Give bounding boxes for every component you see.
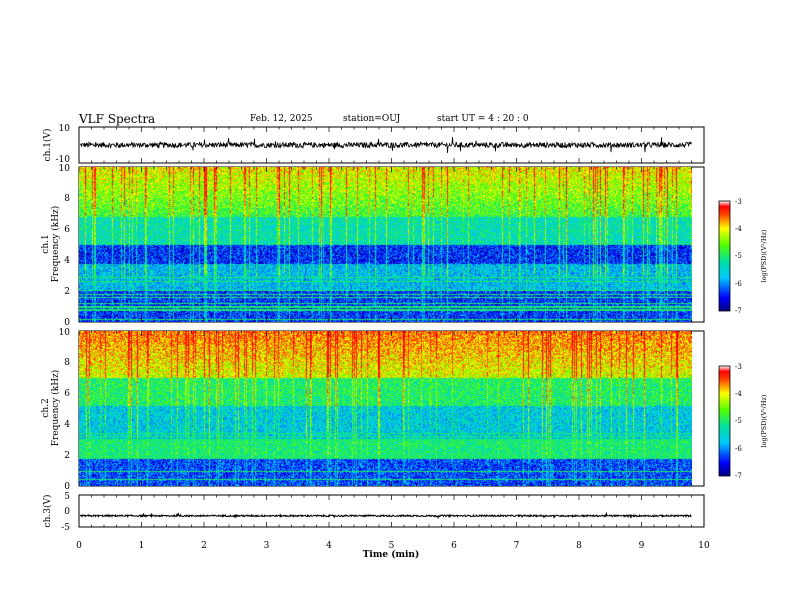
x-tick-label: 10 xyxy=(698,541,710,551)
ch2-colorbar-ticks: -3 -4 -5 -6 -7 xyxy=(735,363,742,480)
x-tick-label: 3 xyxy=(264,541,270,551)
ch2-freq-tick-2: 2 xyxy=(64,451,70,461)
ch1-spectrogram-panel: 0 2 4 6 8 10 ch.1 Frequency (kHz) -3 -4 … xyxy=(41,164,768,328)
ch2-spec-y-ticks: 0 2 4 6 8 10 xyxy=(59,328,71,492)
ch3-ytick-bottom: -5 xyxy=(61,523,70,533)
ch2-cb-tick-m6: -6 xyxy=(735,445,742,453)
ch1-cb-tick-m4: -4 xyxy=(735,225,742,233)
ch1-freq-tick-2: 2 xyxy=(64,287,70,297)
ch1-ytick-bottom: -10 xyxy=(56,155,71,165)
ch3-x-ticks xyxy=(78,495,705,527)
ch1-cb-tick-m5: -5 xyxy=(735,252,742,260)
ch2-cb-tick-m4: -4 xyxy=(735,390,742,398)
ch2-freq-tick-0: 0 xyxy=(64,482,70,492)
date-label: Feb. 12, 2025 xyxy=(250,114,313,124)
ch2-colorbar xyxy=(718,365,731,477)
x-tick-label: 5 xyxy=(389,541,395,551)
ch3-ylabel: ch.3(V) xyxy=(42,495,53,528)
x-tick-label: 8 xyxy=(576,541,582,551)
x-tick-label: 4 xyxy=(326,541,332,551)
ch2-spec-ylabel-line2: Frequency (kHz) xyxy=(50,370,61,447)
ch1-freq-tick-8: 8 xyxy=(64,194,70,204)
ch1-cb-tick-m7: -7 xyxy=(735,307,742,315)
x-tick-label: 0 xyxy=(76,541,82,551)
ch2-spectrogram-image xyxy=(79,331,692,486)
x-tick-label: 7 xyxy=(514,541,520,551)
ch3-waveform-frame xyxy=(78,494,705,528)
ch2-freq-tick-8: 8 xyxy=(64,358,70,368)
ch1-waveform-trace xyxy=(79,137,692,154)
ch1-ylabel: ch.1(V) xyxy=(42,129,53,162)
ch2-freq-tick-4: 4 xyxy=(64,420,70,430)
x-tick-label: 2 xyxy=(201,541,207,551)
start-time-label: start UT = 4 : 20 : 0 xyxy=(437,114,529,124)
ch2-cb-tick-m3: -3 xyxy=(735,363,742,371)
ch1-colorbar xyxy=(718,200,731,312)
ch2-freq-tick-10: 10 xyxy=(59,328,71,338)
figure-title: VLF Spectra xyxy=(79,112,156,126)
ch2-spec-ylabel-line1: ch.2 xyxy=(41,398,51,417)
ch2-spec-x-ticks xyxy=(78,331,705,486)
ch3-ytick-top: 5 xyxy=(64,492,70,502)
ch2-spectrogram-panel: 0 2 4 6 8 10 ch.2 Frequency (kHz) -3 -4 … xyxy=(41,328,768,492)
ch2-freq-tick-6: 6 xyxy=(64,389,70,399)
ch3-waveform-panel: 5 0 -5 ch.3(V) xyxy=(42,492,705,533)
ch1-freq-tick-10: 10 xyxy=(59,164,71,174)
ch3-waveform-trace xyxy=(79,511,692,520)
ch1-waveform-panel: 10 -10 ch.1(V) xyxy=(42,124,705,165)
x-tick-labels: 0 1 2 3 4 5 6 7 8 9 10 xyxy=(76,541,710,551)
ch1-freq-tick-0: 0 xyxy=(64,318,70,328)
ch1-freq-tick-4: 4 xyxy=(64,256,70,266)
station-label: station=OUJ xyxy=(343,114,401,124)
ch2-cb-tick-m7: -7 xyxy=(735,472,742,480)
ch2-colorbar-label: log(PSD)(V²/Hz) xyxy=(760,394,768,447)
ch1-spectrogram-image xyxy=(79,167,692,322)
x-axis-label: Time (min) xyxy=(363,549,420,560)
ch3-ytick-mid: 0 xyxy=(64,507,70,517)
x-tick-label: 9 xyxy=(639,541,645,551)
ch1-cb-tick-m3: -3 xyxy=(735,198,742,206)
ch1-spec-ylabel-line2: Frequency (kHz) xyxy=(50,206,61,283)
ch1-cb-tick-m6: -6 xyxy=(735,280,742,288)
ch1-spec-x-ticks xyxy=(78,167,705,322)
x-tick-label: 6 xyxy=(451,541,457,551)
ch2-cb-tick-m5: -5 xyxy=(735,417,742,425)
ch1-spec-y-ticks: 0 2 4 6 8 10 xyxy=(59,164,71,328)
ch1-spec-ylabel-line1: ch.1 xyxy=(41,234,51,253)
ch1-x-ticks xyxy=(78,127,705,163)
ch1-ytick-top: 10 xyxy=(59,124,71,134)
ch1-freq-tick-6: 6 xyxy=(64,225,70,235)
x-tick-label: 1 xyxy=(139,541,145,551)
ch1-colorbar-ticks: -3 -4 -5 -6 -7 xyxy=(735,198,742,315)
ch1-colorbar-label: log(PSD)(V²/Hz) xyxy=(760,229,768,282)
